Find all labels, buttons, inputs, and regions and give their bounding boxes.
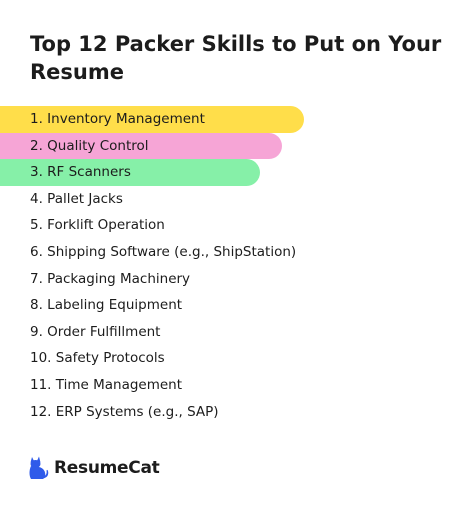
brand-name: ResumeCat xyxy=(54,458,160,478)
skill-item-6: 6. Shipping Software (e.g., ShipStation) xyxy=(30,243,297,260)
skill-item-9: 9. Order Fulfillment xyxy=(30,323,161,340)
skill-item-10: 10. Safety Protocols xyxy=(30,350,165,367)
skill-item-7: 7. Packaging Machinery xyxy=(30,270,191,287)
skill-item-4: 4. Pallet Jacks xyxy=(30,190,123,207)
skill-item-12: 12. ERP Systems (e.g., SAP) xyxy=(30,403,219,420)
skill-item-2: 2. Quality Control xyxy=(0,132,282,160)
skill-item-5: 5. Forklift Operation xyxy=(30,217,165,234)
brand-logo: ResumeCat xyxy=(28,454,160,482)
cat-icon xyxy=(29,456,49,479)
page-title: Top 12 Packer Skills to Put on Your Resu… xyxy=(30,32,442,84)
skill-item-1: 1. Inventory Management xyxy=(0,106,304,133)
skill-item-11: 11. Time Management xyxy=(30,376,183,393)
skill-item-3: 3. RF Scanners xyxy=(0,159,260,186)
skills-list: 1. Inventory Management 2. Quality Contr… xyxy=(0,106,474,425)
skill-item-8: 8. Labeling Equipment xyxy=(30,297,183,314)
